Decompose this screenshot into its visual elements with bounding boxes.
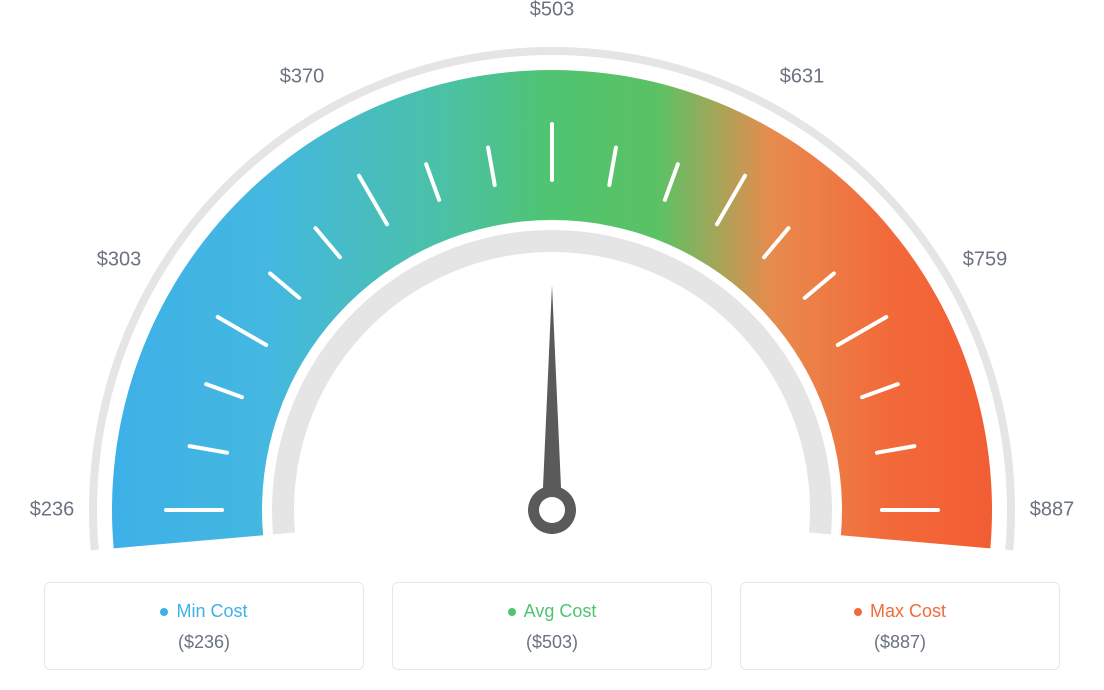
- legend-title-text: Max Cost: [870, 601, 946, 622]
- gauge-tick-label: $236: [30, 499, 75, 522]
- legend-dot-icon: [508, 608, 516, 616]
- gauge-svg: [0, 0, 1104, 560]
- legend-row: Min Cost ($236) Avg Cost ($503) Max Cost ($88…: [0, 582, 1104, 670]
- needle-pivot-inner: [539, 497, 565, 523]
- gauge-tick-label: $759: [963, 249, 1008, 272]
- legend-title-text: Min Cost: [176, 601, 247, 622]
- legend-title-text: Avg Cost: [524, 601, 597, 622]
- gauge-tick-label: $303: [97, 249, 142, 272]
- gauge-tick-label: $887: [1030, 499, 1075, 522]
- legend-card: Min Cost ($236): [44, 582, 364, 670]
- gauge-container: $236 $303 $370 $503 $631 $759 $887: [0, 0, 1104, 560]
- legend-value: ($236): [55, 632, 353, 653]
- legend-title: Avg Cost: [508, 601, 597, 622]
- legend-value: ($887): [751, 632, 1049, 653]
- legend-dot-icon: [160, 608, 168, 616]
- gauge-tick-label: $503: [530, 0, 575, 22]
- gauge-needle: [542, 285, 562, 510]
- gauge-tick-label: $631: [780, 65, 825, 88]
- legend-title: Max Cost: [854, 601, 946, 622]
- legend-dot-icon: [854, 608, 862, 616]
- legend-card: Max Cost ($887): [740, 582, 1060, 670]
- legend-value: ($503): [403, 632, 701, 653]
- legend-card: Avg Cost ($503): [392, 582, 712, 670]
- legend-title: Min Cost: [160, 601, 247, 622]
- gauge-tick-label: $370: [280, 65, 325, 88]
